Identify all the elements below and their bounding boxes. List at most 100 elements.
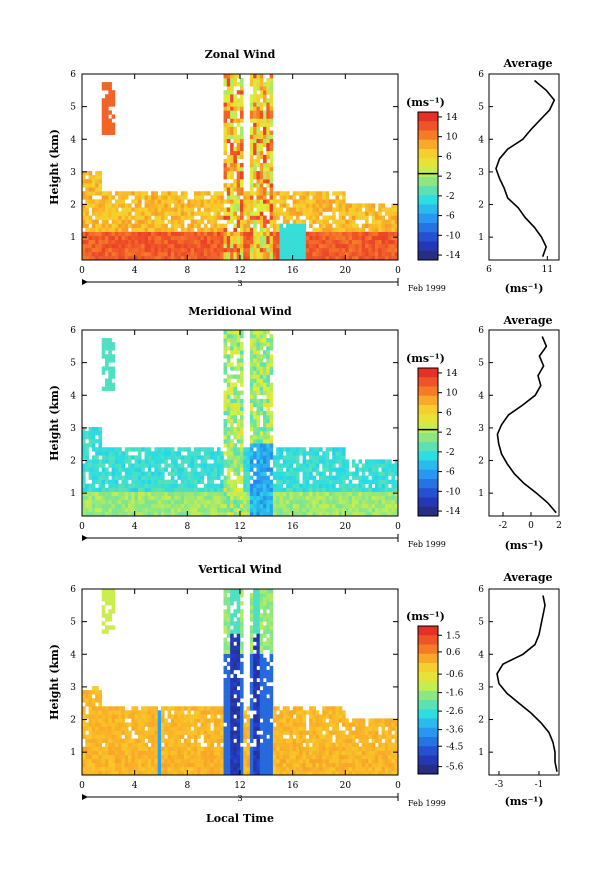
heatmap-cell (98, 435, 103, 440)
heatmap-cell (226, 398, 231, 404)
heatmap-cell (174, 738, 178, 743)
heatmap-cell (355, 207, 359, 212)
heatmap-cell (95, 463, 99, 468)
heatmap-cell (233, 199, 238, 204)
heatmap-cell (223, 255, 228, 261)
heatmap-cell (111, 742, 116, 747)
heatmap-cell (286, 471, 290, 476)
heatmap-cell (319, 191, 323, 196)
heatmap-cell (269, 167, 274, 172)
heatmap-cell (98, 507, 103, 513)
heatmap-cell (161, 710, 165, 715)
heatmap-cell (282, 499, 287, 505)
heatmap-cell (292, 251, 297, 257)
heatmap-cell (236, 207, 241, 212)
heatmap-cell (259, 243, 264, 249)
heatmap-cell (226, 710, 231, 715)
heatmap-cell (108, 483, 112, 488)
heatmap-cell (114, 215, 119, 220)
heatmap-cell (144, 503, 149, 509)
heatmap-cell (101, 231, 106, 237)
heatmap-cell (114, 447, 119, 452)
heatmap-cell (124, 255, 129, 261)
heatmap-cell (157, 734, 162, 739)
heatmap-cell (325, 235, 330, 241)
heatmap-cell (105, 110, 109, 115)
heatmap-cell (319, 239, 323, 245)
heatmap-cell (236, 645, 241, 650)
heatmap-cell (279, 207, 284, 212)
heatmap-cell (174, 235, 178, 241)
heatmap-cell (263, 94, 267, 99)
heatmap-cell (95, 710, 99, 715)
heatmap-cell (180, 487, 185, 493)
heatmap-cell (266, 146, 270, 152)
heatmap-cell (131, 750, 135, 756)
heatmap-cell (282, 227, 287, 232)
heatmap-cell (240, 330, 244, 335)
heatmap-cell (131, 479, 135, 484)
heatmap-cell (85, 738, 89, 743)
heatmap-cell (230, 511, 234, 517)
heatmap-cell (131, 191, 135, 196)
heatmap-cell (266, 102, 270, 107)
heatmap-cell (253, 443, 257, 448)
profile-y-tick-label: 5 (478, 103, 484, 113)
heatmap-cell (141, 207, 145, 212)
heatmap-cell (180, 746, 185, 752)
heatmap-cell (207, 215, 211, 220)
heatmap-cell (230, 235, 234, 241)
heatmap-cell (351, 507, 356, 513)
heatmap-cell (111, 358, 116, 363)
heatmap-cell (259, 439, 264, 444)
heatmap-cell (161, 451, 165, 456)
heatmap-cell (259, 138, 264, 144)
heatmap-cell (335, 451, 340, 456)
heatmap-cell (95, 187, 99, 192)
heatmap-cell (180, 191, 185, 196)
heatmap-cell (266, 114, 270, 119)
heatmap-cell (368, 495, 372, 501)
heatmap-cell (240, 191, 244, 196)
heatmap-cell (249, 499, 254, 505)
heatmap-cell (114, 199, 119, 204)
heatmap-cell (236, 138, 241, 144)
heatmap-cell (118, 750, 122, 756)
heatmap-cell (82, 435, 86, 440)
heatmap-cell (302, 467, 307, 472)
heatmap-cell (309, 451, 313, 456)
heatmap-cell (240, 609, 244, 614)
heatmap-cell (230, 483, 234, 488)
heatmap-cell (226, 435, 231, 440)
heatmap-cell (319, 203, 323, 208)
heatmap-cell (85, 447, 89, 452)
heatmap-cell (269, 102, 274, 107)
heatmap-cell (216, 762, 221, 768)
heatmap-cell (134, 207, 139, 212)
heatmap-cell (144, 511, 149, 517)
heatmap-cell (315, 503, 320, 509)
heatmap-cell (220, 758, 224, 764)
heatmap-cell (345, 499, 349, 505)
heatmap-cell (236, 243, 241, 249)
heatmap-cell (177, 243, 182, 249)
heatmap-cell (358, 479, 363, 484)
heatmap-cell (328, 503, 333, 509)
heatmap-cell (88, 754, 93, 760)
heatmap-cell (105, 718, 109, 723)
heatmap-cell (111, 503, 116, 509)
heatmap-cell (272, 255, 277, 261)
heatmap-cell (203, 243, 208, 249)
heatmap-cell (223, 734, 228, 739)
heatmap-cell (371, 247, 376, 253)
heatmap-cell (230, 447, 234, 452)
heatmap-cell (259, 435, 264, 440)
heatmap-cell (216, 239, 221, 245)
heatmap-cell (190, 499, 195, 505)
x-tick-label: 20 (340, 266, 352, 276)
heatmap-cell (289, 207, 293, 212)
heatmap-cell (309, 459, 313, 464)
heatmap-cell (101, 370, 106, 375)
heatmap-cell (134, 503, 139, 509)
heatmap-cell (355, 483, 359, 488)
